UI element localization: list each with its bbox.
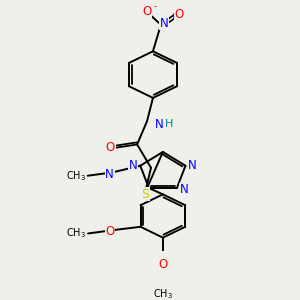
Text: N: N xyxy=(188,159,197,172)
Text: S: S xyxy=(141,188,149,201)
Text: O: O xyxy=(105,225,115,238)
Text: CH$_3$: CH$_3$ xyxy=(153,287,173,300)
Text: CH$_3$: CH$_3$ xyxy=(66,226,86,240)
Text: N: N xyxy=(105,168,114,181)
Text: +: + xyxy=(169,12,176,21)
Text: N: N xyxy=(154,118,163,131)
Text: O: O xyxy=(158,258,167,271)
Text: -: - xyxy=(153,2,157,11)
Text: N: N xyxy=(129,159,138,172)
Text: H: H xyxy=(165,119,173,130)
Text: CH$_3$: CH$_3$ xyxy=(66,169,86,183)
Text: O: O xyxy=(174,8,183,21)
Text: N: N xyxy=(179,183,188,196)
Text: O: O xyxy=(106,141,115,154)
Text: N: N xyxy=(160,16,168,29)
Text: O: O xyxy=(142,5,152,18)
